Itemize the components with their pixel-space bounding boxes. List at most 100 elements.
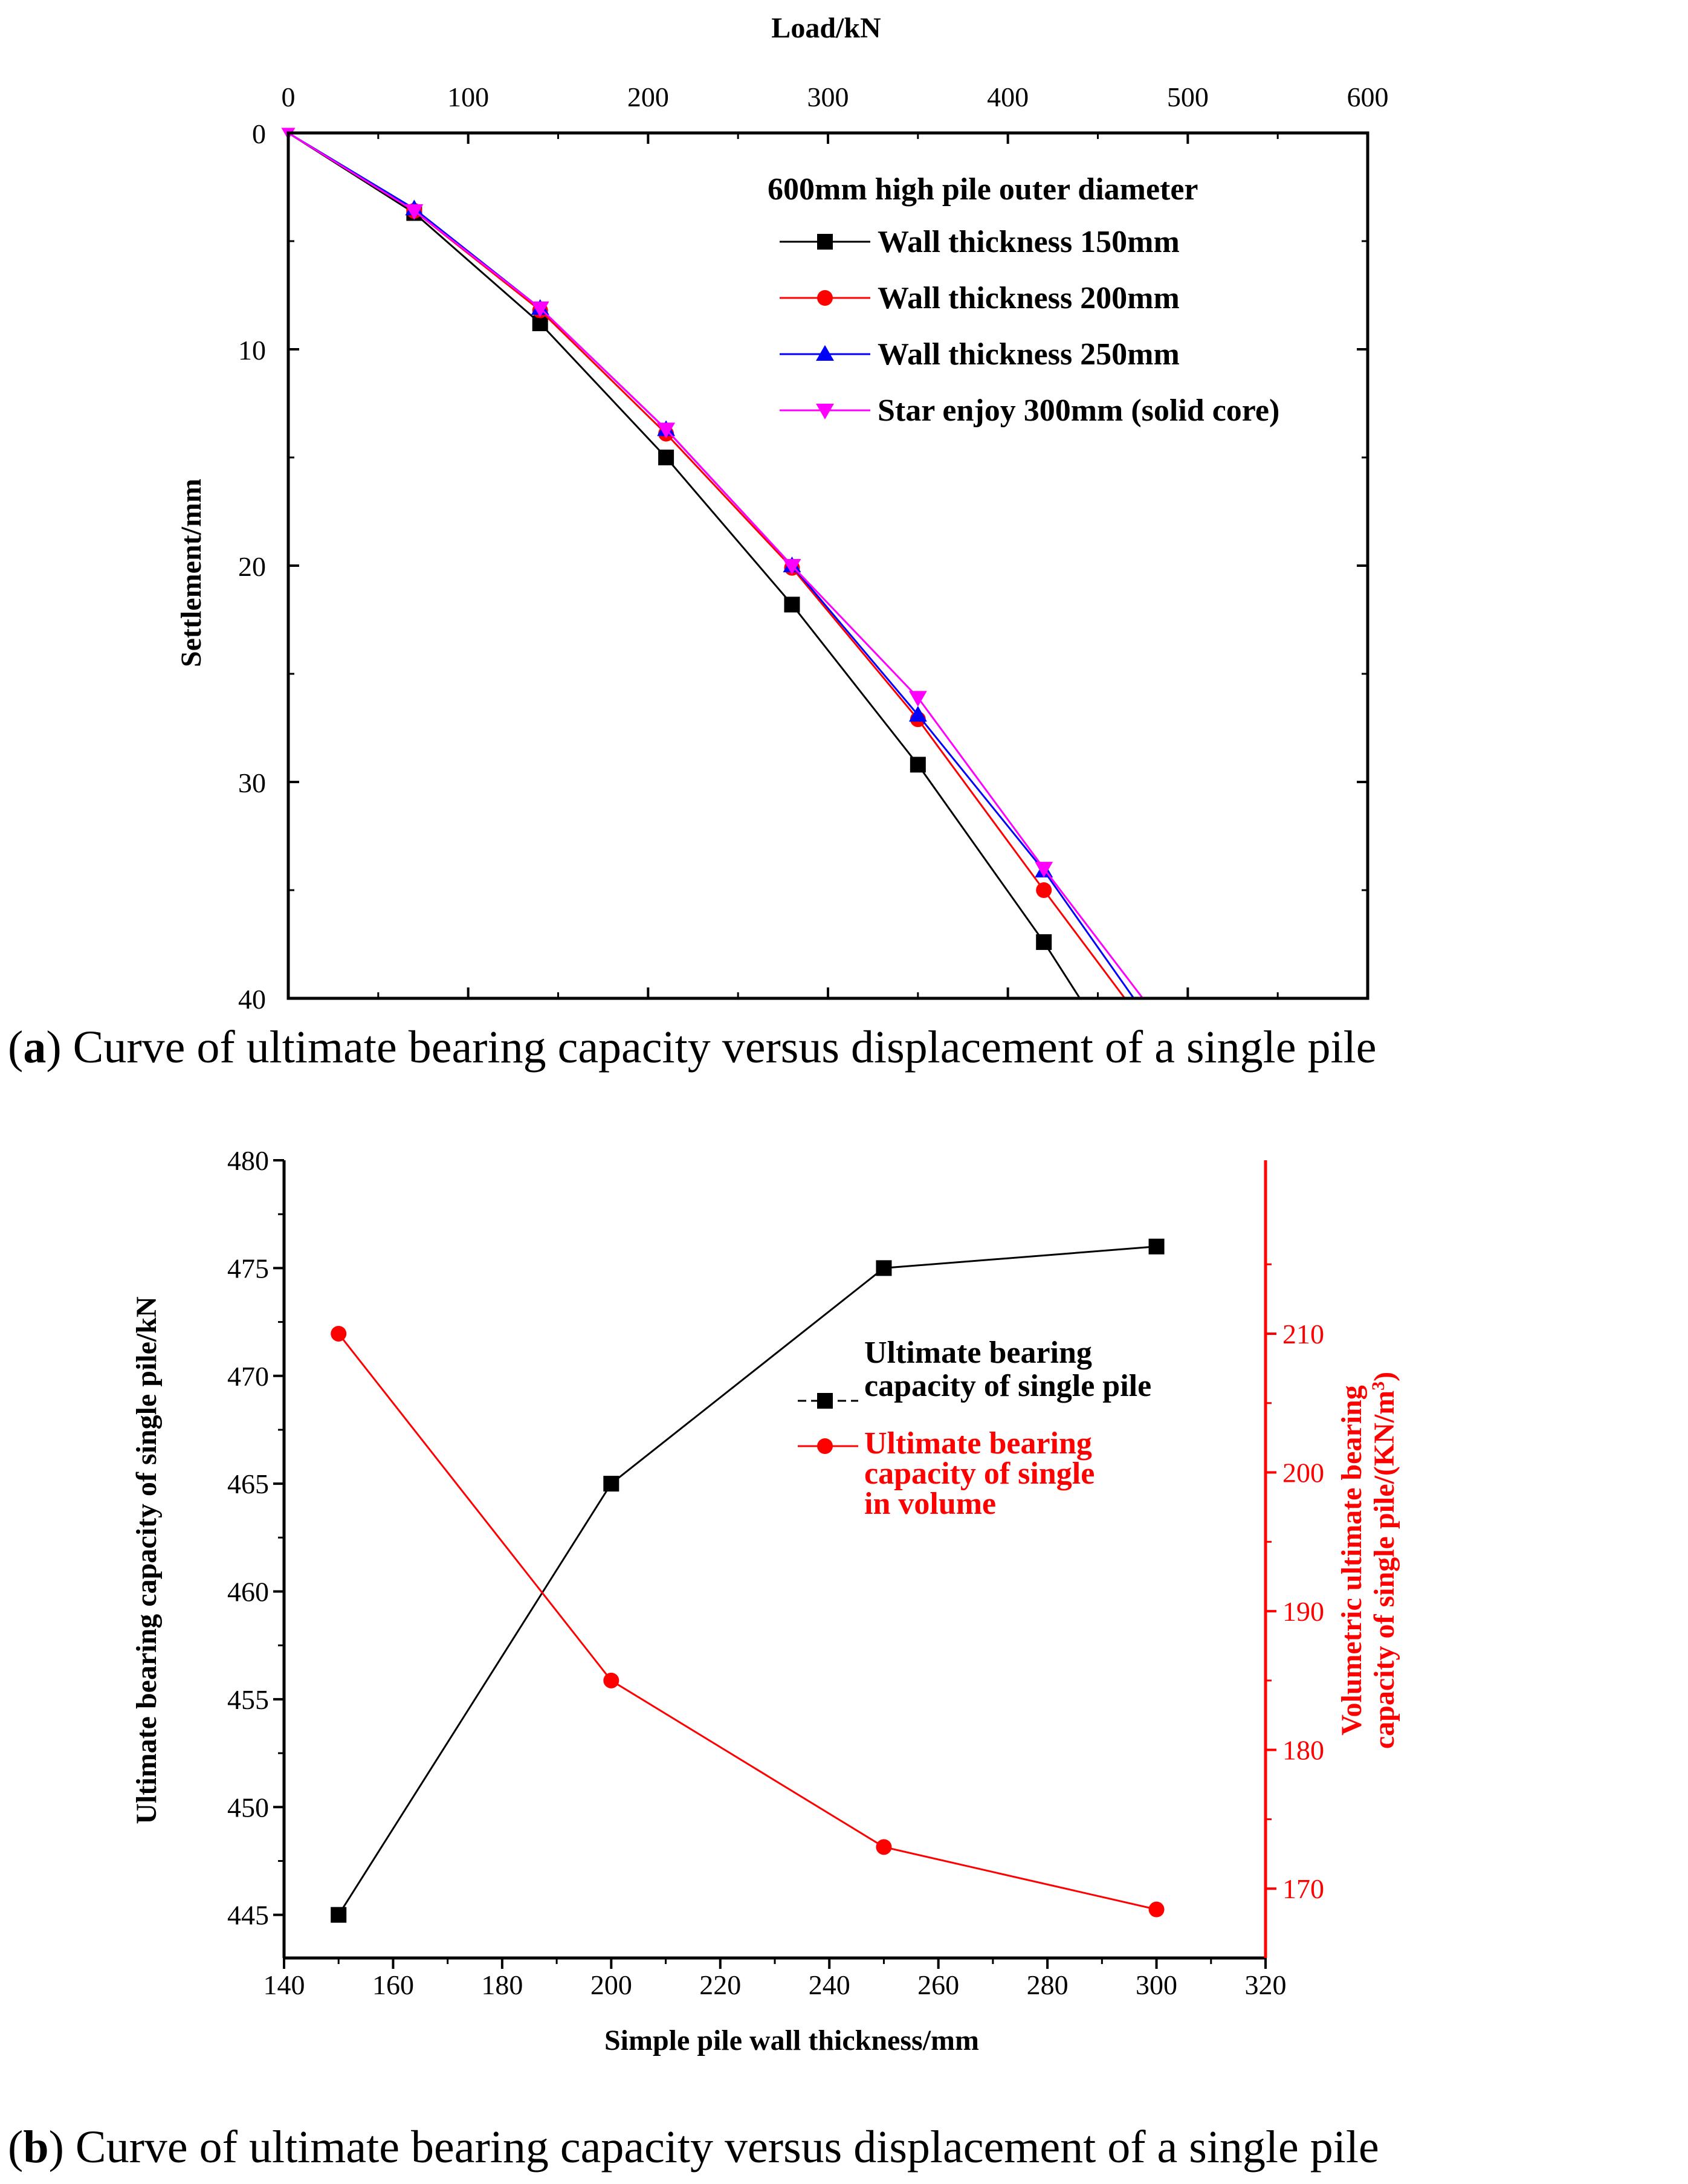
chart-a-data-point [783, 558, 801, 575]
chart-b-x-tick-label: 280 [1027, 1969, 1069, 2000]
chart-b-x-tick-label: 220 [699, 1969, 741, 2000]
chart-a-legend-marker [817, 234, 833, 250]
chart-a-legend-label: Star enjoy 300mm (solid core) [878, 393, 1279, 428]
chart-b-data-point [603, 1672, 619, 1688]
chart-a-y-tick-label: 10 [238, 335, 266, 366]
chart-b-legend-marker [817, 1438, 833, 1454]
chart-a-legend-label: Wall thickness 200mm [878, 281, 1180, 315]
chart-b-x-axis-title: Simple pile wall thickness/mm [604, 2024, 979, 2056]
chart-b-y-tick-label: 480 [227, 1145, 269, 1176]
chart-a-x-tick-label: 600 [1347, 82, 1389, 112]
chart-a-legend-label: Wall thickness 150mm [878, 225, 1180, 259]
chart-b-x-tick-label: 240 [809, 1969, 850, 2000]
chart-a-legend-marker [816, 403, 834, 419]
chart-a-series-4 [288, 132, 1144, 999]
chart-a-y-tick-label: 40 [238, 984, 266, 1015]
chart-b-y-tick-label: 445 [227, 1900, 269, 1931]
chart-a-data-point [531, 301, 549, 317]
chart-a-x-tick-label: 0 [282, 82, 296, 112]
chart-a: Load/kN 0 100 200 300 400 500 600 0 10 20 30 40 Se… [8, 12, 1389, 1073]
chart-b-y-tick-label: 450 [227, 1792, 269, 1823]
chart-b-legend-label-1-line2: capacity of single pile [864, 1369, 1151, 1403]
chart-a-data-point [908, 706, 927, 722]
chart-a-series-line [288, 132, 1081, 999]
chart-b-tick-marks [273, 1159, 1276, 1969]
chart-b-x-tick-labels: 140 160 180 200 220 240 260 280 300 320 [264, 1969, 1287, 2000]
chart-b-right-y-tick-label: 200 [1282, 1458, 1324, 1488]
chart-a-data-point [658, 450, 674, 465]
chart-a-data-point [1035, 862, 1053, 878]
chart-a-series-line [288, 132, 1135, 999]
chart-a-data-point [784, 596, 800, 613]
chart-a-series-3 [288, 132, 1135, 999]
chart-a-caption-label: a [23, 1022, 46, 1073]
chart-b-right-y-tick-label: 210 [1282, 1319, 1324, 1349]
chart-b-right-y-axis-title-line1: Volumetric ultimate bearing [1336, 1385, 1368, 1735]
chart-b-x-tick-label: 260 [917, 1969, 959, 2000]
chart-b-y-tick-label: 455 [227, 1684, 269, 1715]
chart-b-data-point [331, 1907, 347, 1923]
chart-a-x-tick-label: 200 [627, 82, 669, 112]
chart-a-x-axis-title: Load/kN [771, 12, 881, 44]
chart-b-data-point [1148, 1901, 1165, 1917]
chart-a-y-tick-label: 30 [238, 767, 266, 798]
chart-b-series-line [337, 1245, 1157, 1916]
chart-b-x-tick-label: 140 [264, 1969, 305, 2000]
chart-b-caption-text: Curve of ultimate bearing capacity versu… [64, 2122, 1379, 2173]
chart-b-y-tick-label: 460 [227, 1577, 269, 1607]
chart-a-legend: 600mm high pile outer diameter Wall thic… [768, 172, 1279, 428]
chart-a-caption: (a) Curve of ultimate bearing capacity v… [8, 1022, 1376, 1073]
chart-a-legend-title: 600mm high pile outer diameter [768, 172, 1198, 207]
chart-a-data-point [908, 691, 927, 707]
chart-b-x-tick-label: 200 [590, 1969, 632, 2000]
chart-a-data-point [1036, 934, 1052, 950]
chart-b-y-tick-label: 465 [227, 1468, 269, 1499]
chart-b-right-y-tick-label: 170 [1282, 1873, 1324, 1904]
chart-a-plot-frame [286, 131, 1369, 1000]
chart-a-x-tick-label: 500 [1167, 82, 1209, 112]
chart-b-legend-label-2-line1: Ultimate bearing [864, 1426, 1092, 1461]
chart-b-series-1 [331, 1238, 1165, 1923]
chart-a-x-tick-label: 300 [807, 82, 849, 112]
chart-b-right-y-tick-labels: 170 180 190 200 210 [1282, 1319, 1324, 1904]
chart-a-x-tick-label: 400 [987, 82, 1029, 112]
chart-b-left-y-axis-title: Ultimate bearing capacity of single pile… [131, 1296, 163, 1824]
chart-b-y-tick-label: 475 [227, 1253, 269, 1284]
chart-a-series-layer [281, 128, 1144, 999]
chart-b-data-point [1148, 1238, 1165, 1255]
chart-a-legend-marker [816, 345, 834, 361]
chart-b-right-y-axis-title: Volumetric ultimate bearing capacity of … [1336, 1372, 1400, 1749]
chart-a-x-tick-labels: 0 100 200 300 400 500 600 [282, 82, 1389, 112]
chart-a-series-2 [288, 132, 1126, 999]
chart-b-series-line [338, 1333, 1157, 1911]
chart-b-series-2 [331, 1325, 1165, 1917]
chart-b-left-y-tick-labels: 445 450 455 460 465 470 475 480 [227, 1145, 269, 1931]
chart-b-legend-label-1-line1: Ultimate bearing [864, 1336, 1092, 1370]
chart-a-series-line [288, 132, 1144, 999]
chart-b-legend-marker [817, 1393, 833, 1409]
chart-a-y-tick-label: 0 [252, 118, 266, 149]
chart-b-right-y-tick-label: 180 [1282, 1735, 1324, 1766]
chart-a-data-point [405, 204, 424, 220]
chart-a-data-point [657, 422, 676, 439]
chart-b-x-tick-label: 160 [372, 1969, 414, 2000]
chart-b-caption: (b) Curve of ultimate bearing capacity v… [8, 2122, 1379, 2173]
chart-a-series-1 [288, 132, 1081, 999]
chart-a-caption-text: Curve of ultimate bearing capacity versu… [62, 1022, 1377, 1073]
chart-a-y-axis-title: Settlement/mm [175, 479, 207, 667]
chart-b-legend: Ultimate bearing capacity of single pile… [798, 1336, 1151, 1521]
chart-a-tick-marks [287, 132, 1369, 1000]
chart-b-data-point [331, 1325, 347, 1342]
chart-a-legend-label: Wall thickness 250mm [878, 337, 1180, 372]
chart-a-x-tick-label: 100 [447, 82, 489, 112]
chart-b-y-tick-label: 470 [227, 1361, 269, 1392]
chart-b-series-layer [331, 1238, 1165, 1923]
chart-b-right-y-axis-title-line2: capacity of single pile/(KN/m3) [1368, 1372, 1401, 1749]
chart-b-data-point [603, 1476, 619, 1492]
chart-b-x-tick-label: 300 [1136, 1969, 1177, 2000]
chart-b-legend-label-2-line3: in volume [864, 1487, 996, 1521]
chart-b: 140 160 180 200 220 240 260 280 300 320 445 450 455… [8, 1145, 1400, 2173]
chart-a-data-point [910, 757, 926, 773]
chart-b-caption-label: b [23, 2122, 48, 2173]
